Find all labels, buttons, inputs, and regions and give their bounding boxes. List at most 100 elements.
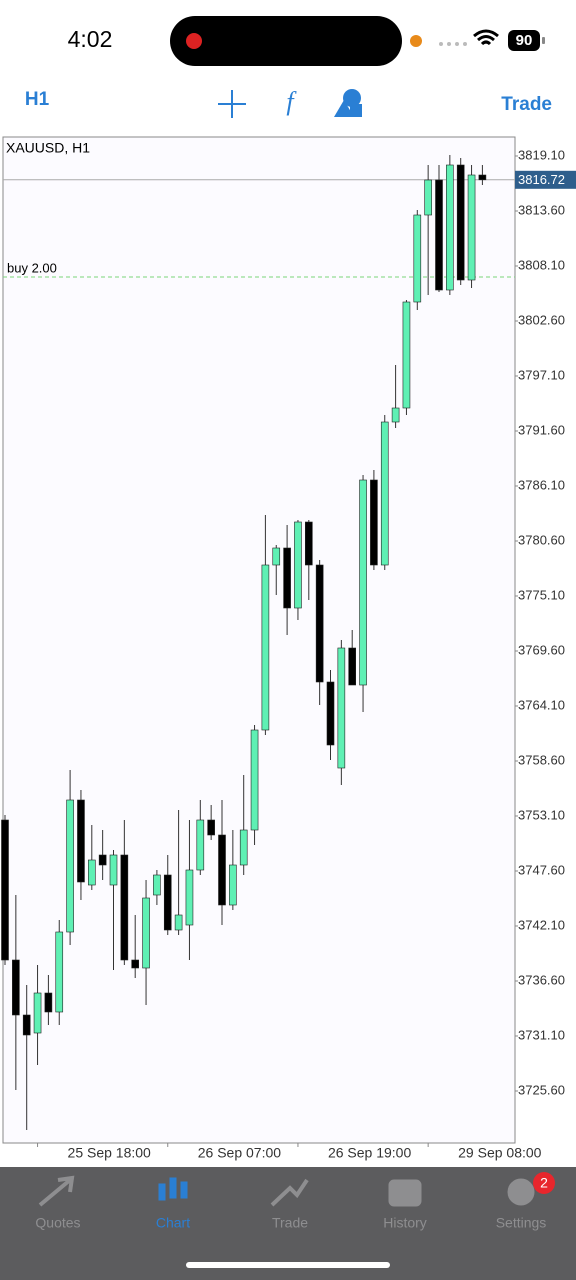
dynamic-island [170, 16, 402, 66]
candle-body [304, 521, 313, 566]
signal [439, 42, 467, 46]
candle-body [185, 869, 194, 926]
x-tick-label: 26 Sep 07:00 [198, 1145, 282, 1161]
y-tick-label: 3725.60 [518, 1082, 565, 1097]
battery-level: 90 [516, 32, 533, 49]
y-tick-label: 3769.60 [518, 642, 565, 657]
trade-button[interactable]: Trade [501, 94, 552, 115]
badge [533, 1172, 555, 1194]
y-tick-label: 3753.10 [518, 807, 565, 822]
privacy-dot [410, 35, 422, 47]
y-tick-label: 3747.60 [518, 862, 565, 877]
candle-body [391, 407, 400, 423]
y-tick-label: 3775.10 [518, 587, 565, 602]
y-tick-label: 3791.60 [518, 422, 565, 437]
tab-icons [38, 1175, 535, 1207]
candle-body [413, 214, 422, 303]
candle-body [66, 799, 74, 933]
battery-tip [542, 37, 545, 44]
chart-area [2, 136, 516, 1144]
tab-labels: Quotes Chart Trade History Settings [35, 1215, 546, 1231]
candle-body [467, 174, 476, 281]
price-tag [515, 170, 576, 189]
plot: 3819.10 3813.60 3808.10 3802.60 3797.10 3791.… [1, 147, 576, 1161]
y-tick-label: 3780.60 [518, 532, 565, 547]
indicators-button[interactable]: f [286, 87, 297, 116]
candle-body [294, 521, 302, 609]
price-tag-label: 3816.72 [518, 172, 565, 187]
candle-body [435, 179, 443, 291]
candle-body [22, 1014, 31, 1036]
tab-bar [0, 1167, 576, 1280]
candle-body [131, 959, 139, 969]
candle-body [402, 301, 411, 409]
y-tick-label: 3786.10 [518, 477, 565, 492]
tab-label[interactable]: History [383, 1215, 427, 1231]
candle-body [207, 819, 215, 836]
candle-body [326, 681, 335, 746]
candle-body [174, 914, 183, 931]
candle-body [446, 164, 454, 291]
order-label: buy 2.00 [7, 260, 57, 275]
candle-body [239, 829, 248, 866]
y-tick-label: 3802.60 [518, 312, 565, 327]
battery [508, 30, 540, 51]
candle-body [348, 647, 357, 686]
chart-title: XAUUSD, H1 [6, 140, 90, 156]
candle-body [142, 897, 150, 969]
candle-body [261, 564, 270, 731]
tab-label[interactable]: Quotes [35, 1215, 80, 1231]
x-tick-label: 26 Sep 19:00 [328, 1145, 412, 1161]
candle-body [359, 479, 367, 686]
candle-body [1, 819, 9, 961]
candle-body [229, 864, 237, 906]
candle-body [153, 874, 161, 896]
candle-body [424, 179, 432, 216]
y-tick-label: 3764.10 [518, 697, 565, 712]
tab-label[interactable]: Settings [496, 1215, 547, 1231]
objects-button[interactable] [334, 89, 362, 117]
candle-body [250, 729, 259, 831]
candle-body [337, 647, 346, 769]
recording-dot [186, 33, 202, 49]
candle-body [370, 479, 378, 566]
candle-body [98, 854, 107, 866]
candle-body [283, 547, 291, 609]
candle-body [33, 992, 42, 1034]
y-tick-label: 3742.10 [518, 917, 565, 932]
y-tick-label: 3808.10 [518, 257, 565, 272]
y-tick-label: 3758.60 [518, 752, 565, 767]
clock: 4:02 [68, 26, 113, 52]
home-indicator [186, 1262, 390, 1268]
candle-body [44, 992, 53, 1013]
wifi-icon [473, 29, 499, 46]
candle-body [272, 547, 281, 566]
candle-body [120, 854, 129, 961]
y-tick-label: 3736.60 [518, 972, 565, 987]
timeframe-button[interactable]: H1 [25, 89, 50, 110]
candle-body [109, 854, 118, 886]
candle-body [315, 564, 324, 683]
tab-label[interactable]: Chart [156, 1215, 190, 1231]
crosshair-button[interactable] [218, 90, 246, 118]
tab-label[interactable]: Trade [272, 1215, 308, 1231]
settings-badge: 2 [540, 1175, 548, 1191]
candle-body [456, 164, 465, 281]
y-tick-label: 3797.10 [518, 367, 565, 382]
candle-body [218, 834, 226, 906]
y-tick-label: 3819.10 [518, 147, 565, 162]
candle-body [12, 959, 20, 1016]
candle-body [380, 421, 389, 566]
candle-body [88, 859, 96, 886]
candle-body [55, 931, 64, 1013]
y-tick-label: 3731.10 [518, 1027, 565, 1042]
candle-body [163, 874, 172, 931]
candle-body [196, 819, 205, 871]
x-tick-label: 25 Sep 18:00 [68, 1145, 152, 1161]
x-tick-label: 29 Sep 08:00 [458, 1145, 542, 1161]
candle-body [77, 799, 85, 883]
y-tick-label: 3813.60 [518, 202, 565, 217]
candle-body [478, 174, 487, 181]
